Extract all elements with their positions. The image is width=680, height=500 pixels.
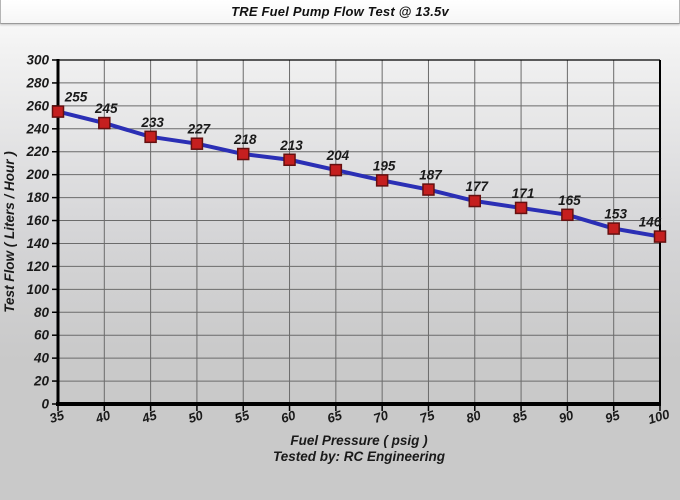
y-tick-label: 180	[26, 190, 49, 205]
data-point-label: 227	[187, 122, 212, 137]
data-point-label: 245	[94, 101, 118, 116]
x-tick-label: 90	[557, 407, 576, 426]
y-tick-label: 260	[25, 98, 49, 113]
data-point-marker	[236, 147, 250, 161]
x-tick-label: 85	[511, 407, 530, 426]
data-point-label: 195	[373, 158, 396, 173]
y-tick-label: 120	[26, 259, 49, 274]
data-point-label: 213	[279, 138, 303, 153]
x-tick-label: 60	[279, 407, 298, 426]
data-point-label: 171	[512, 186, 535, 201]
data-point-marker	[561, 208, 574, 222]
y-tick-label: 100	[26, 282, 49, 297]
x-tick-label: 100	[646, 406, 672, 427]
y-axis-title: Test Flow ( Liters / Hour )	[2, 151, 17, 313]
data-point-marker	[283, 153, 296, 167]
data-point-label: 187	[419, 168, 443, 183]
data-point-marker	[468, 194, 482, 208]
data-point-marker	[607, 222, 620, 235]
data-point-label: 153	[604, 207, 627, 222]
data-point-marker	[514, 201, 528, 215]
data-point-label: 165	[558, 193, 581, 208]
x-tick-label: 65	[325, 407, 344, 426]
y-tick-label: 200	[25, 167, 49, 182]
x-axis-title: Fuel Pressure ( psig )	[290, 433, 428, 448]
y-tick-label: 140	[26, 236, 49, 251]
data-line	[56, 109, 662, 239]
data-point-label: 177	[466, 179, 490, 194]
data-point-marker	[653, 230, 667, 243]
data-point-label: 218	[233, 132, 257, 147]
data-point-label: 255	[64, 90, 88, 105]
x-tick-label: 40	[93, 407, 113, 426]
x-tick-label: 35	[48, 407, 67, 426]
y-tick-label: 40	[33, 351, 50, 366]
data-point-marker	[422, 183, 435, 196]
data-point-marker	[144, 130, 157, 144]
y-tick-label: 20	[33, 374, 50, 389]
data-point-marker	[375, 174, 389, 187]
y-tick-label: 220	[25, 144, 49, 159]
y-tick-label: 280	[25, 75, 49, 90]
chart-title-bar: TRE Fuel Pump Flow Test @ 13.5v	[0, 0, 680, 24]
x-tick-label: 45	[139, 407, 159, 426]
data-point-marker	[329, 163, 343, 177]
y-tick-label: 60	[34, 328, 50, 343]
chart-title: TRE Fuel Pump Flow Test @ 13.5v	[231, 4, 449, 19]
y-tick-label: 240	[25, 121, 49, 136]
x-tick-label: 95	[603, 407, 622, 426]
y-tick-label: 80	[34, 305, 50, 320]
x-tick-label: 75	[418, 407, 437, 426]
x-tick-label: 80	[464, 407, 483, 426]
data-point-marker	[190, 137, 204, 150]
data-point-label: 204	[326, 148, 350, 163]
data-point-label: 146	[639, 215, 662, 230]
x-tick-label: 50	[186, 407, 205, 426]
x-tick-label: 70	[372, 407, 391, 426]
y-tick-label: 0	[41, 397, 49, 412]
y-tick-label: 160	[26, 213, 49, 228]
data-point-label: 233	[140, 115, 164, 130]
data-point-marker	[51, 105, 65, 118]
chart-footer: Tested by: RC Engineering	[273, 449, 446, 464]
y-tick-label: 300	[26, 53, 49, 68]
data-point-marker	[98, 116, 111, 130]
x-tick-label: 55	[233, 407, 252, 426]
